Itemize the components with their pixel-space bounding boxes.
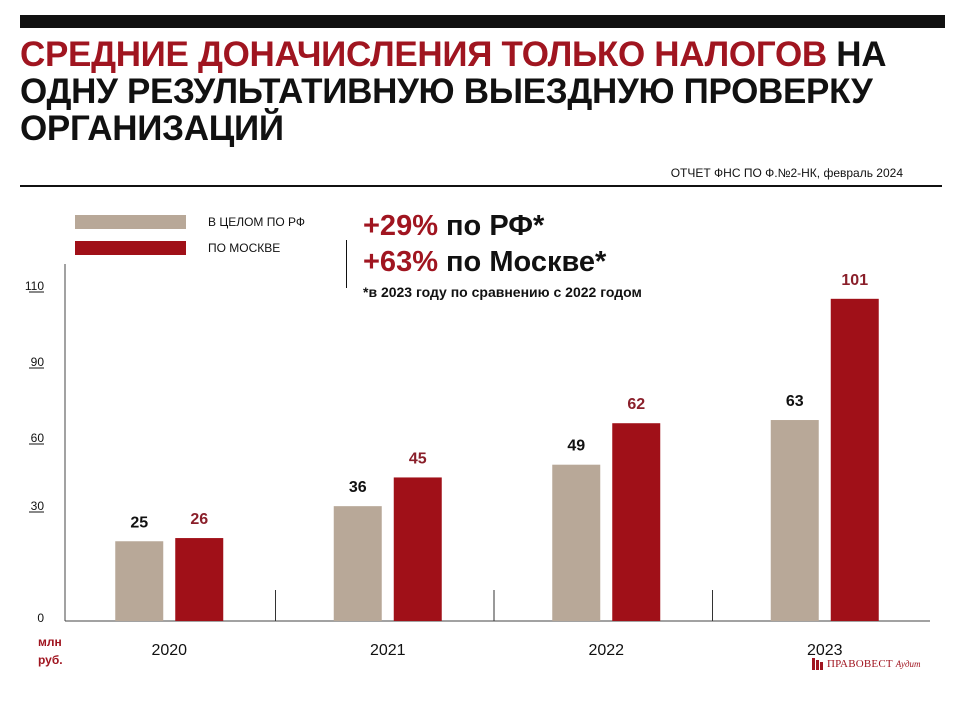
title-rest: НА ОДНУ РЕЗУЛЬТАТИВНУЮ ВЫЕЗДНУЮ ПРОВЕРКУ… (20, 35, 887, 148)
note-divider (346, 240, 347, 288)
value-label-moscow: 62 (627, 396, 645, 413)
top-bar (20, 15, 945, 28)
bar-moscow (393, 477, 442, 621)
value-label-moscow: 101 (841, 272, 868, 289)
logo-sub: Аудит (895, 659, 921, 669)
note-rf-growth: +29% по РФ* (363, 209, 544, 243)
x-tick-label: 2020 (151, 642, 187, 659)
legend-item-moscow: ПО МОСКВЕ (75, 241, 375, 257)
legend-label-moscow: ПО МОСКВЕ (208, 241, 281, 255)
logo: ПРАВОВЕСТ Аудит (810, 657, 921, 671)
x-tick-label: 2022 (588, 642, 624, 659)
note-moscow-pct: +63% (363, 246, 438, 278)
source-note: ОТЧЕТ ФНС ПО Ф.№2-НК, февраль 2024 (670, 166, 903, 180)
value-label-moscow: 26 (190, 511, 208, 528)
legend-swatch-rf (75, 215, 186, 229)
y-unit-label: руб. (38, 653, 63, 667)
y-tick-label: 110 (25, 279, 44, 293)
value-label-rf: 25 (130, 514, 148, 531)
value-label-rf: 63 (786, 393, 804, 410)
y-tick-label: 0 (37, 611, 44, 625)
legend-label-rf: В ЦЕЛОМ ПО РФ (208, 215, 306, 229)
value-label-rf: 36 (349, 479, 367, 496)
x-tick-label: 2023 (807, 642, 843, 659)
value-label-moscow: 45 (409, 450, 427, 467)
y-tick-label: 30 (31, 499, 45, 513)
value-label-rf: 49 (567, 438, 585, 455)
note-moscow-text: по Москве* (437, 246, 607, 278)
y-tick-label: 60 (31, 431, 45, 445)
y-unit-label: млн (38, 635, 62, 649)
logo-icon (812, 658, 823, 670)
bar-moscow (830, 298, 879, 621)
bar-rf (115, 541, 164, 621)
bar-rf (333, 506, 382, 621)
title-accent: СРЕДНИЕ ДОНАЧИСЛЕНИЯ ТОЛЬКО НАЛОГОВ (20, 35, 827, 74)
note-footnote: *в 2023 году по сравнению с 2022 годом (363, 284, 642, 300)
x-tick-label: 2021 (370, 642, 406, 659)
note-moscow-growth: +63% по Москве* (363, 245, 606, 279)
note-rf-text: по РФ* (437, 210, 545, 242)
bar-rf (552, 464, 601, 621)
page-title: СРЕДНИЕ ДОНАЧИСЛЕНИЯ ТОЛЬКО НАЛОГОВ НА О… (20, 36, 920, 147)
legend-swatch-moscow (75, 241, 186, 255)
bar-rf (770, 420, 819, 621)
legend-item-rf: В ЦЕЛОМ ПО РФ (75, 215, 375, 231)
logo-name: ПРАВОВЕСТ (827, 658, 893, 670)
note-rf-pct: +29% (363, 210, 438, 242)
header-rule (20, 185, 942, 187)
y-tick-label: 90 (31, 355, 45, 369)
bar-moscow (612, 423, 661, 621)
bar-moscow (175, 538, 224, 621)
